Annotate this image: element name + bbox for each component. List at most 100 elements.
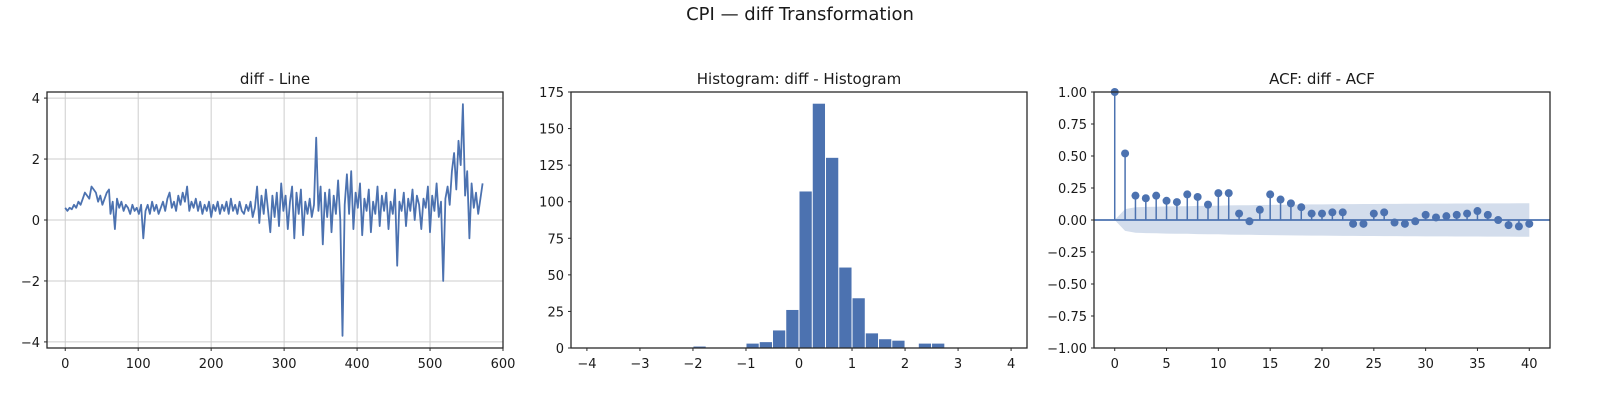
panel3-acf-point bbox=[1318, 209, 1326, 218]
panel2-y-tick-label: 100 bbox=[539, 196, 564, 211]
panel3-acf-point bbox=[1121, 149, 1130, 158]
panel3-acf-point bbox=[1224, 189, 1233, 198]
panel3-acf-point bbox=[1473, 207, 1482, 216]
panel3-x-tick-label: 35 bbox=[1469, 357, 1486, 372]
panel2-histogram-bar bbox=[892, 340, 905, 348]
panel2-histogram-bar bbox=[786, 309, 799, 348]
panel2-x-tick-label: 0 bbox=[795, 357, 803, 372]
panel1-y-tick-label: −2 bbox=[21, 275, 40, 290]
panel3-acf-point bbox=[1276, 195, 1285, 204]
panel2-x-tick-label: −1 bbox=[736, 357, 755, 372]
panel2-histogram-bar bbox=[772, 330, 786, 348]
panel3-y-tick-label: 0.25 bbox=[1058, 182, 1087, 197]
panel1-x-tick-label: 400 bbox=[345, 357, 370, 372]
panel2-histogram-bar bbox=[759, 342, 772, 348]
panel3-x-tick-label: 15 bbox=[1262, 357, 1279, 372]
panel3-acf-point bbox=[1463, 209, 1472, 218]
panel3-acf-point bbox=[1483, 210, 1492, 219]
panel3-acf-point bbox=[1432, 213, 1440, 222]
panel3-acf-point bbox=[1172, 198, 1181, 207]
panel3-acf-point bbox=[1525, 219, 1534, 228]
panel2-x-tick-label: 3 bbox=[954, 357, 962, 372]
panel2-histogram-bar bbox=[799, 191, 812, 348]
panel3-acf-point bbox=[1494, 216, 1503, 224]
panel3-y-tick-label: −0.50 bbox=[1047, 278, 1087, 293]
panel3-acf-point bbox=[1338, 208, 1347, 217]
panel3-x-tick-label: 25 bbox=[1366, 357, 1383, 372]
panel1-x-tick-label: 300 bbox=[272, 357, 297, 372]
panel3-acf-point bbox=[1162, 196, 1171, 205]
panel3-y-tick-label: 0.50 bbox=[1058, 150, 1087, 165]
panel3-acf-point bbox=[1411, 217, 1420, 226]
panel2-histogram-bar bbox=[693, 346, 706, 348]
panel2-y-tick-label: 175 bbox=[539, 86, 564, 101]
figure-title: CPI — diff Transformation bbox=[686, 4, 914, 25]
panel3-x-tick-label: 0 bbox=[1111, 357, 1119, 372]
panel3-acf-point bbox=[1245, 217, 1254, 226]
panel1-y-tick-label: 2 bbox=[32, 153, 40, 168]
panel1-x-tick-label: 200 bbox=[199, 357, 224, 372]
panel2-histogram-bar bbox=[839, 267, 852, 348]
panel3-y-tick-label: −0.75 bbox=[1047, 310, 1087, 325]
panel3-acf-point bbox=[1214, 189, 1223, 198]
panel3-acf-point bbox=[1266, 190, 1275, 199]
panel2-y-tick-label: 125 bbox=[539, 159, 564, 174]
panel3-y-tick-label: −0.25 bbox=[1047, 246, 1087, 261]
panel2-axes-frame bbox=[570, 91, 1028, 349]
panel2-x-tick-label: −3 bbox=[630, 357, 649, 372]
panel3-acf-point bbox=[1204, 200, 1212, 209]
panel3-acf-point bbox=[1183, 190, 1192, 199]
panel1-x-tick-label: 0 bbox=[61, 357, 69, 372]
panel2-x-tick-label: −2 bbox=[683, 357, 702, 372]
panel3-acf-point bbox=[1152, 191, 1161, 200]
panel2-title: Histogram: diff - Histogram bbox=[697, 70, 901, 88]
panel3-y-tick-label: −1.00 bbox=[1047, 342, 1087, 357]
panel2-histogram-bar bbox=[826, 157, 839, 348]
panel2-histogram-bar bbox=[865, 333, 879, 348]
panel2-y-tick-label: 0 bbox=[556, 342, 564, 357]
panel3-x-tick-label: 5 bbox=[1162, 357, 1170, 372]
panel3-acf-point bbox=[1390, 218, 1399, 227]
panel3-acf-point bbox=[1328, 208, 1337, 217]
panel2-histogram-bar bbox=[852, 298, 865, 348]
panel2-y-tick-label: 150 bbox=[539, 123, 564, 138]
panel3-acf-point bbox=[1359, 219, 1368, 228]
panel1-y-tick-label: 4 bbox=[32, 92, 40, 107]
panel3-x-tick-label: 30 bbox=[1417, 357, 1434, 372]
panel3-y-tick-label: 1.00 bbox=[1058, 86, 1087, 101]
panel2-y-tick-label: 75 bbox=[547, 232, 564, 247]
panel2-histogram-bar bbox=[812, 103, 826, 349]
panel3-acf-point bbox=[1380, 208, 1389, 217]
panel3-x-tick-label: 40 bbox=[1521, 357, 1538, 372]
panel2-x-tick-label: 2 bbox=[901, 357, 909, 372]
panel3-acf-point bbox=[1400, 219, 1409, 228]
panel1-title: diff - Line bbox=[240, 70, 310, 88]
panel2-x-tick-label: 1 bbox=[848, 357, 856, 372]
panel1-x-tick-label: 100 bbox=[126, 357, 151, 372]
panel3-acf-point bbox=[1297, 203, 1306, 212]
panel1-series-line bbox=[64, 103, 484, 337]
panel1-y-tick-label: −4 bbox=[21, 336, 40, 351]
panel3-x-tick-label: 20 bbox=[1314, 357, 1331, 372]
panel3-acf-point bbox=[1514, 222, 1523, 231]
panel3-acf-point bbox=[1255, 205, 1264, 214]
panel3-x-tick-label: 10 bbox=[1210, 357, 1227, 372]
panel3-acf-point bbox=[1452, 210, 1461, 219]
panel2-histogram-bar bbox=[746, 343, 759, 348]
panel3-acf-point bbox=[1421, 210, 1430, 219]
panel3-acf-point bbox=[1141, 194, 1150, 203]
panel2-y-tick-label: 50 bbox=[547, 269, 564, 284]
panel2-x-tick-label: −4 bbox=[577, 357, 596, 372]
panel1-x-tick-label: 600 bbox=[491, 357, 516, 372]
panel2-x-tick-label: 4 bbox=[1007, 357, 1015, 372]
panel3-y-tick-label: 0.00 bbox=[1058, 214, 1087, 229]
panel3-acf-point bbox=[1193, 192, 1202, 201]
panel2-y-tick-label: 25 bbox=[547, 305, 564, 320]
panel3-acf-point bbox=[1286, 199, 1295, 208]
panel2-histogram-bar bbox=[879, 339, 892, 348]
panel3-acf-point bbox=[1442, 212, 1451, 221]
panel3-y-tick-label: 0.75 bbox=[1058, 118, 1087, 133]
panel3-acf-point bbox=[1235, 209, 1244, 218]
panel3-acf-point bbox=[1307, 209, 1316, 218]
